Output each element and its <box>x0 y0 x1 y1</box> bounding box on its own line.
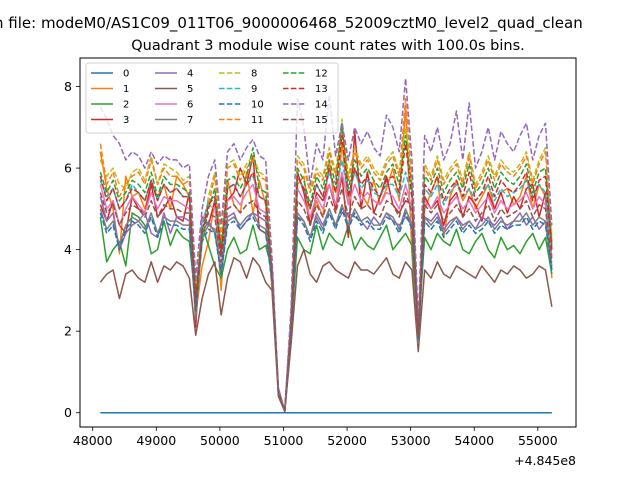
y-tick-label: 4 <box>64 242 72 257</box>
legend-label-13: 13 <box>315 84 328 95</box>
x-tick-label: 50000 <box>200 433 240 448</box>
series-line-8 <box>99 118 553 412</box>
x-tick-label: 53000 <box>391 433 431 448</box>
legend-label-11: 11 <box>251 115 264 126</box>
legend-label-8: 8 <box>251 69 257 80</box>
legend-label-14: 14 <box>315 100 328 111</box>
series-line-12 <box>99 122 553 412</box>
series-layer <box>99 77 553 414</box>
legend-label-9: 9 <box>251 84 257 95</box>
x-tick-label: 51000 <box>264 433 304 448</box>
series-line-15 <box>99 187 553 412</box>
legend-label-4: 4 <box>187 69 193 80</box>
series-line-10 <box>99 208 553 412</box>
x-tick-label: 54000 <box>454 433 494 448</box>
legend-label-6: 6 <box>187 100 193 111</box>
series-line-13 <box>99 134 553 412</box>
legend-label-1: 1 <box>123 84 129 95</box>
series-line-14 <box>99 77 553 412</box>
x-tick-label: 48000 <box>73 433 113 448</box>
x-offset-label: +4.845e8 <box>514 453 576 468</box>
y-axis: 0 2 4 6 8 <box>64 79 80 420</box>
legend-label-10: 10 <box>251 100 264 111</box>
x-tick-label: 52000 <box>327 433 367 448</box>
legend-label-12: 12 <box>315 69 328 80</box>
series-line-6 <box>99 171 553 412</box>
y-tick-label: 0 <box>64 405 72 420</box>
series-line-3 <box>99 130 553 413</box>
y-tick-label: 6 <box>64 161 72 176</box>
legend-label-2: 2 <box>123 100 129 111</box>
legend-label-5: 5 <box>187 84 193 95</box>
series-line-7 <box>99 204 553 412</box>
legend-label-15: 15 <box>315 115 328 126</box>
y-tick-label: 2 <box>64 324 72 339</box>
x-axis: 48000 49000 50000 51000 52000 53000 54000 55000 <box>73 427 558 448</box>
legend-label-0: 0 <box>123 69 129 80</box>
series-line-11 <box>99 98 553 412</box>
legend-label-3: 3 <box>123 115 129 126</box>
series-line-2 <box>99 212 553 412</box>
x-tick-label: 49000 <box>136 433 176 448</box>
plot-frame <box>79 57 577 428</box>
series-line-5 <box>99 248 553 413</box>
legend-box <box>85 62 339 134</box>
chart-title: Quadrant 3 module wise count rates with … <box>131 38 525 54</box>
x-tick-label: 55000 <box>518 433 558 448</box>
figure-suptitle: n file: modeM0/AS1C09_011T06_9000006468_… <box>0 14 583 33</box>
y-tick-label: 8 <box>64 79 72 94</box>
legend-label-7: 7 <box>187 115 193 126</box>
